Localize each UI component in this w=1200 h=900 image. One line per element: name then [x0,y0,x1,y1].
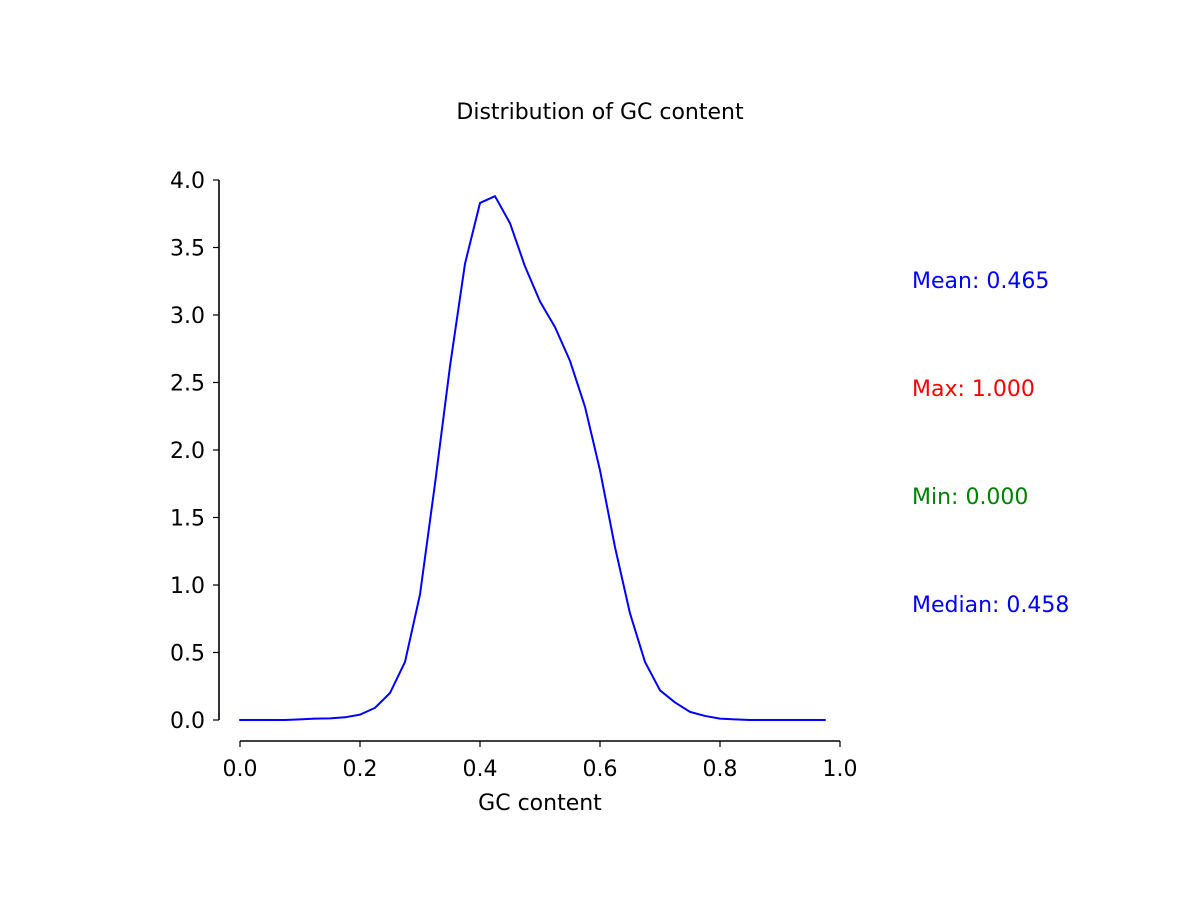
y-tick-label: 2.0 [170,439,205,464]
x-tick-label: 0.2 [343,757,378,782]
y-tick-label: 3.0 [170,304,205,329]
y-tick-label: 3.5 [170,237,205,262]
x-axis-title: GC content [478,791,602,816]
y-axis: 0.0 0.5 1.0 1.5 2.0 2.5 3.0 3.5 4.0 [170,169,220,734]
gc-content-series-line [239,195,826,721]
y-tick-label: 4.0 [170,169,205,194]
y-tick-label: 1.0 [170,574,205,599]
y-tick-label: 0.5 [170,642,205,667]
y-tick-label: 2.5 [170,372,205,397]
x-tick-label: 0.6 [583,757,618,782]
x-tick-label: 0.4 [463,757,498,782]
x-axis: 0.0 0.2 0.4 0.6 0.8 1.0 [223,740,858,782]
stat-label: Mean: 0.465 [912,269,1049,294]
x-tick-label: 0.0 [223,757,258,782]
stat-label: Min: 0.000 [912,485,1028,510]
stat-label: Median: 0.458 [912,593,1069,618]
series-layer [239,195,826,721]
x-tick-label: 0.8 [703,757,738,782]
stats-panel: Mean: 0.465 Max: 1.000 Min: 0.000 Median: 0… [912,269,1069,618]
y-tick-label: 0.0 [170,709,205,734]
chart-title: Distribution of GC content [456,100,744,125]
stat-label: Max: 1.000 [912,377,1035,402]
y-tick-label: 1.5 [170,507,205,532]
x-tick-label: 1.0 [823,757,858,782]
